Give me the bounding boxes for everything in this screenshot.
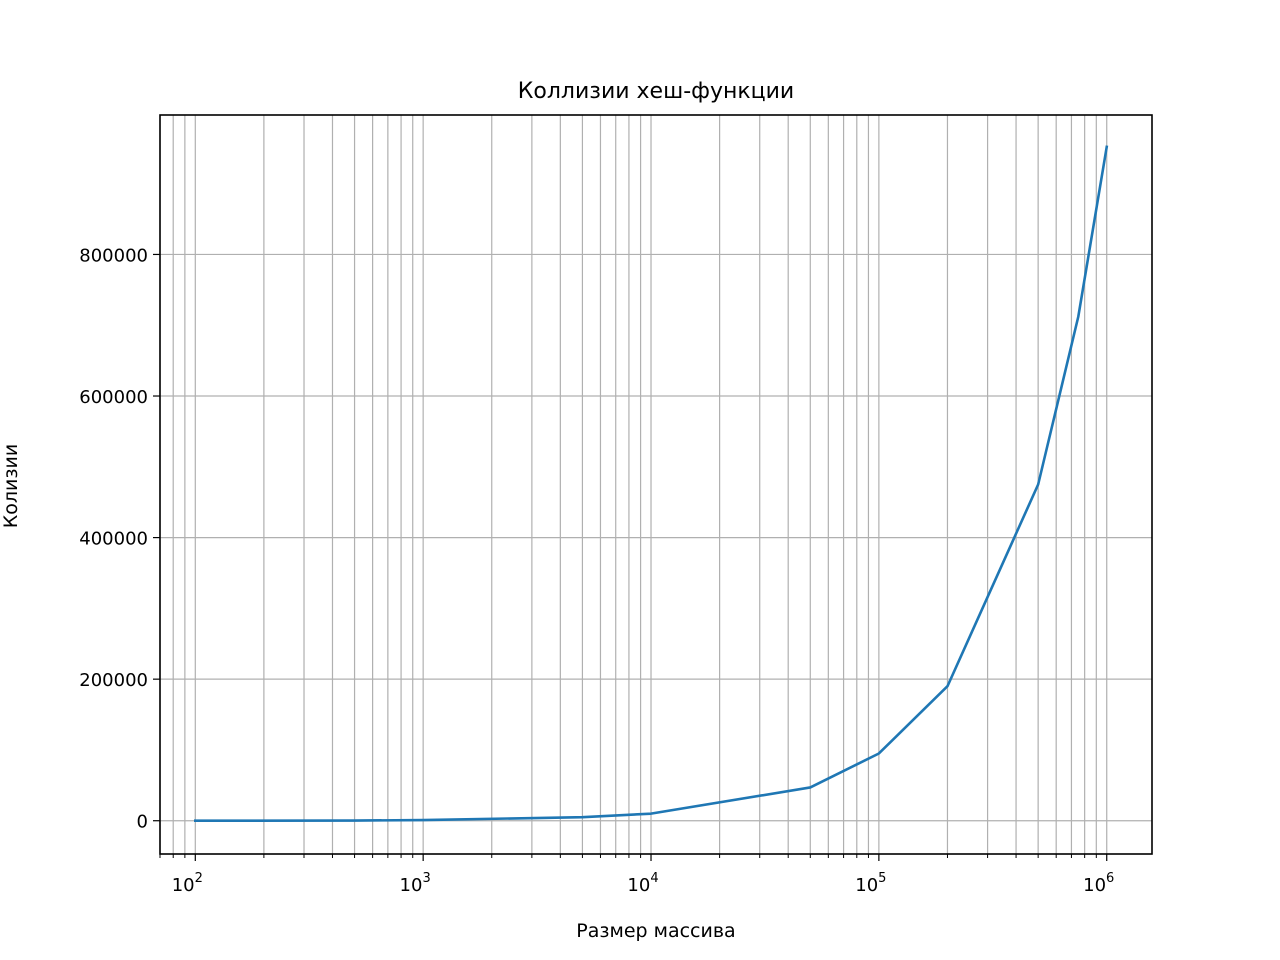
chart-title: Коллизии хеш-функции [518,79,794,104]
y-tick-label: 200000 [79,670,148,691]
x-tick-label: 105 [855,871,886,896]
series-layer [193,145,1109,823]
x-tick-label: 104 [627,871,658,896]
y-tick-label: 0 [137,812,148,833]
ticks: 102 103 104 105 106 0 200000 400000 600000 800000 [79,245,1114,896]
x-axis-label: Размер массива [576,920,735,942]
x-tick-label: 102 [172,871,203,896]
plot-frame [159,114,1153,855]
y-axis-label: Колизии [0,444,22,528]
x-tick-label: 103 [400,871,431,896]
y-tick-label: 600000 [79,387,148,408]
y-tick-label: 800000 [79,245,148,266]
series-line [193,145,1109,823]
x-tick-label: 106 [1083,871,1114,896]
y-tick-label: 400000 [79,529,148,550]
grid [159,115,1152,854]
